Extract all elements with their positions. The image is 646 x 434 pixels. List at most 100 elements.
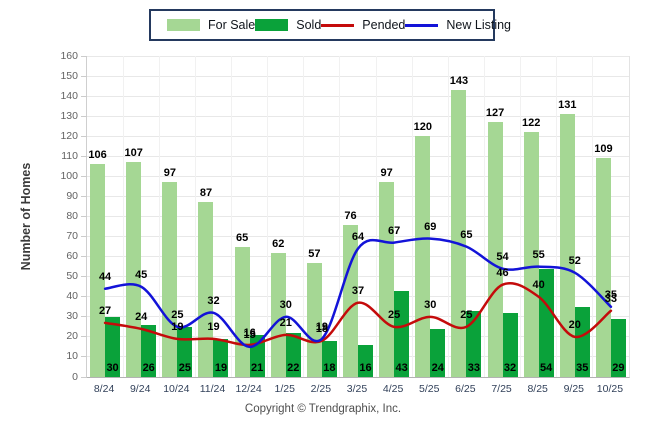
gridline-vertical [303, 56, 305, 377]
sold-value-label: 18 [323, 362, 336, 374]
y-tick-mark [81, 115, 87, 117]
gridline-vertical [483, 56, 485, 377]
y-tick-label: 160 [60, 49, 78, 62]
y-tick-mark [81, 376, 87, 378]
new-listing-line-value-label: 44 [98, 270, 112, 283]
sold-value-label: 24 [431, 362, 444, 374]
gridline-vertical [339, 56, 341, 377]
sold-bar [430, 328, 446, 377]
sold-value-label: 43 [395, 362, 408, 374]
sold-bar [358, 344, 373, 377]
for-sale-value-label: 107 [124, 147, 143, 160]
for-sale-bar [306, 262, 322, 377]
pended-line-value-label: 21 [279, 316, 292, 329]
plot-area: 106 30 107 26 97 25 87 19 65 21 62 22 57 18 76 16 97 43 12… [81, 55, 630, 378]
gridline [87, 75, 629, 77]
x-axis-tick-labels: 8/24 9/24 10/24 11/24 12/24 1/25 2/25 3/25 4/25 5… [86, 381, 628, 397]
pended-line-value-label: 19 [207, 320, 220, 333]
y-tick-label: 130 [60, 109, 78, 122]
y-tick-mark [81, 356, 87, 358]
sold-bar [105, 316, 121, 377]
pended-line-value-label: 24 [135, 310, 148, 323]
pended-line-value-label: 30 [424, 298, 437, 311]
sold-bar [466, 310, 482, 377]
new-listing-line-value-label: 65 [460, 228, 473, 241]
for-sale-bar [451, 90, 467, 377]
y-tick-label: 70 [66, 230, 78, 243]
legend-item-sold: Sold [255, 18, 321, 32]
y-tick-label: 90 [66, 189, 78, 202]
gridline [87, 95, 629, 97]
x-tick-label: 8/25 [527, 383, 548, 395]
gridline [87, 276, 629, 278]
sold-bar [321, 340, 337, 377]
y-tick-mark [81, 175, 87, 177]
sold-value-label: 26 [142, 362, 155, 374]
y-tick-label: 30 [66, 310, 78, 323]
sold-bar [285, 332, 301, 377]
x-tick-label: 3/25 [346, 383, 368, 395]
pended-line-value-label: 25 [388, 308, 401, 321]
new-listing-line-value-label: 35 [604, 288, 618, 301]
y-tick-label: 100 [60, 169, 78, 182]
legend-item-for-sale: For Sale [167, 18, 255, 32]
gridline [87, 135, 629, 137]
x-tick-label: 6/25 [455, 383, 476, 395]
new-listing-line-value-label: 25 [171, 308, 184, 321]
copyright-text: Copyright © Trendgraphix, Inc. [244, 403, 402, 415]
x-tick-label: 9/24 [129, 383, 151, 395]
new-listing-line-value-label: 15 [243, 328, 256, 341]
pended-line-value-label: 18 [315, 322, 328, 335]
y-tick-mark [81, 95, 87, 97]
pended-line [103, 282, 613, 347]
sold-bar [394, 290, 410, 377]
pended-line-value-label: 16 [243, 326, 256, 339]
trend-lines [103, 237, 613, 349]
pended-line-value-label: 27 [98, 304, 112, 317]
pended-line-value-label: 46 [496, 266, 509, 279]
gridline [87, 115, 629, 117]
gridline-vertical [592, 56, 594, 377]
for-sale-value-label: 109 [594, 143, 613, 156]
gridline-vertical [447, 56, 449, 377]
gridline [87, 155, 629, 157]
legend-label-for-sale: For Sale [208, 18, 256, 32]
sold-bar [574, 306, 590, 377]
pended-line-value-label: 33 [604, 292, 618, 305]
x-tick-label: 9/25 [563, 383, 585, 395]
for-sale-value-label: 76 [344, 209, 357, 222]
gridline [87, 256, 629, 258]
sold-value-label: 22 [287, 362, 300, 374]
for-sale-bar [126, 162, 142, 377]
sold-value-label: 35 [576, 362, 589, 374]
new-listing-line-value-label: 52 [568, 254, 581, 267]
legend-label-pended: Pended [362, 18, 406, 32]
for-sale-value-label: 57 [308, 247, 321, 260]
gridline [87, 236, 629, 238]
new-listing-line-value-label: 54 [496, 250, 509, 263]
new-listing-line-value-label: 69 [424, 220, 437, 233]
x-tick-label: 10/24 [163, 383, 190, 395]
pended-line-value-label: 25 [460, 308, 473, 321]
y-tick-mark [81, 276, 87, 278]
for-sale-value-label: 65 [235, 231, 249, 244]
for-sale-value-label: 122 [521, 117, 541, 130]
sold-value-label: 32 [503, 362, 517, 374]
y-tick-label: 80 [66, 210, 78, 222]
y-tick-label: 60 [66, 250, 78, 263]
for-sale-value-label: 120 [413, 121, 432, 134]
legend-item-new-listing: New Listing [405, 18, 511, 32]
sold-value-label: 16 [359, 362, 372, 374]
gridline [87, 55, 629, 57]
y-tick-label: 120 [60, 129, 78, 142]
for-sale-bar [270, 252, 286, 377]
sold-value-label: 30 [106, 362, 119, 374]
y-tick-mark [81, 256, 87, 258]
y-tick-mark [81, 336, 87, 338]
new-listing-line-value-label: 19 [315, 320, 328, 333]
x-tick-label: 1/25 [274, 383, 295, 395]
for-sale-bar [379, 182, 395, 377]
for-sale-value-label: 143 [449, 75, 469, 88]
new-listing-line-value-label: 30 [279, 298, 292, 311]
